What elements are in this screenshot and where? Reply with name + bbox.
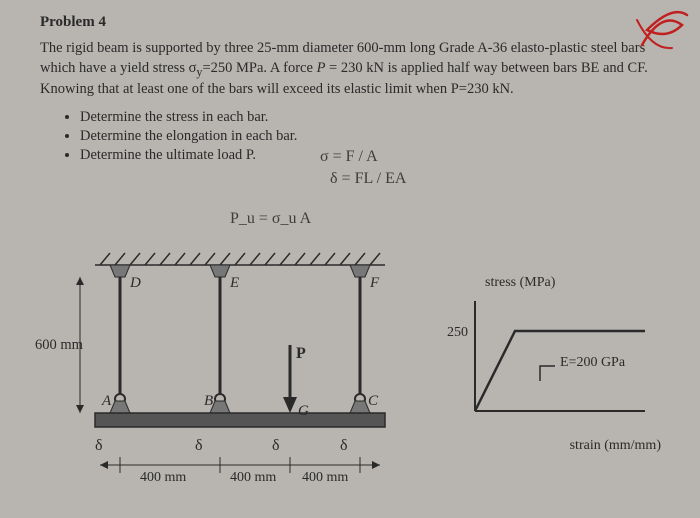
- delta-label: δ: [272, 437, 280, 454]
- beam-diagram: δ δ δ δ: [40, 245, 440, 505]
- label-B: B: [204, 393, 213, 410]
- problem-statement: The rigid beam is supported by three 25-…: [40, 39, 670, 99]
- hand-eq-pu: P_u = σ_u A: [230, 210, 311, 228]
- graph-ytick: 250: [447, 325, 468, 340]
- delta-label: δ: [340, 437, 348, 454]
- graph-x-title: strain (mm/mm): [445, 438, 661, 454]
- span-3: 400 mm: [302, 470, 348, 486]
- red-pen-mark: [632, 0, 692, 55]
- problem-title: Problem 4: [40, 14, 670, 31]
- label-F: F: [370, 275, 379, 292]
- hand-eq-delta: δ = FL / EA: [330, 170, 406, 188]
- label-A: A: [102, 393, 111, 410]
- task-item: Determine the stress in each bar.: [80, 109, 670, 126]
- delta-label: δ: [95, 437, 103, 454]
- task-item: Determine the elongation in each bar.: [80, 128, 670, 145]
- span-2: 400 mm: [230, 470, 276, 486]
- label-D: D: [130, 275, 141, 292]
- label-P: P: [296, 345, 306, 363]
- hand-eq-sigma: σ = F / A: [320, 148, 378, 166]
- span-1: 400 mm: [140, 470, 186, 486]
- label-E: E: [230, 275, 239, 292]
- stress-strain-graph: stress (MPa) 250 E=200 GPa strain (mm/mm…: [445, 275, 665, 454]
- modulus-label: E=200 GPa: [560, 355, 625, 371]
- graph-y-title: stress (MPa): [485, 275, 665, 291]
- label-G: G: [298, 403, 309, 420]
- dim-600mm: 600 mm: [35, 337, 83, 354]
- delta-label: δ: [195, 437, 203, 454]
- label-C: C: [368, 393, 378, 410]
